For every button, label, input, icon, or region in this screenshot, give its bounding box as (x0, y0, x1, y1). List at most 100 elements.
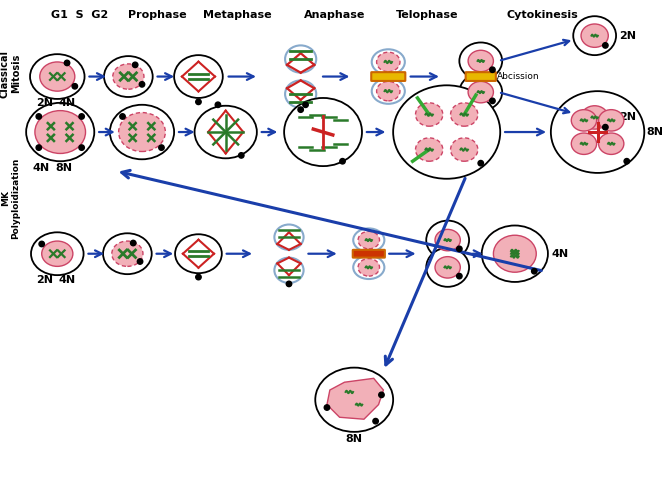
Ellipse shape (372, 78, 405, 104)
Ellipse shape (195, 106, 257, 158)
Ellipse shape (31, 232, 83, 275)
Ellipse shape (377, 81, 400, 101)
Text: 2N: 2N (619, 31, 636, 40)
Ellipse shape (354, 256, 385, 279)
Text: 8N: 8N (646, 127, 662, 137)
Ellipse shape (573, 98, 616, 137)
Circle shape (303, 102, 308, 108)
Ellipse shape (482, 225, 548, 282)
Text: Prophase: Prophase (128, 10, 187, 20)
Text: Cytokinesis: Cytokinesis (506, 10, 578, 20)
Ellipse shape (372, 49, 405, 75)
Ellipse shape (40, 62, 75, 91)
Ellipse shape (285, 45, 316, 73)
Ellipse shape (571, 110, 596, 131)
Text: 2N: 2N (36, 275, 53, 285)
Text: Anaphase: Anaphase (304, 10, 365, 20)
Circle shape (137, 259, 143, 264)
Ellipse shape (285, 80, 316, 108)
Circle shape (340, 158, 346, 164)
FancyBboxPatch shape (465, 72, 496, 81)
Ellipse shape (393, 85, 500, 179)
Text: 8N: 8N (56, 163, 73, 173)
Ellipse shape (358, 259, 379, 276)
Ellipse shape (110, 105, 174, 159)
Ellipse shape (468, 50, 493, 72)
Ellipse shape (426, 221, 469, 260)
Ellipse shape (274, 225, 304, 250)
Text: Classical
Mitosis: Classical Mitosis (0, 50, 21, 97)
Ellipse shape (598, 110, 624, 131)
Circle shape (159, 145, 164, 150)
Circle shape (379, 392, 384, 397)
Circle shape (286, 281, 292, 287)
Ellipse shape (103, 233, 152, 274)
Ellipse shape (174, 55, 223, 98)
Ellipse shape (113, 64, 144, 89)
Ellipse shape (459, 42, 502, 79)
Circle shape (72, 84, 77, 89)
Circle shape (36, 114, 42, 119)
Text: Metaphase: Metaphase (203, 10, 271, 20)
Ellipse shape (426, 248, 469, 287)
Circle shape (457, 273, 462, 279)
Ellipse shape (274, 258, 304, 283)
Ellipse shape (118, 112, 166, 151)
Ellipse shape (493, 235, 536, 272)
Ellipse shape (416, 138, 443, 161)
Circle shape (39, 241, 44, 247)
FancyBboxPatch shape (371, 72, 405, 81)
Circle shape (490, 98, 495, 104)
Text: Telophase: Telophase (396, 10, 459, 20)
Ellipse shape (315, 368, 393, 432)
Ellipse shape (598, 133, 624, 154)
Circle shape (324, 405, 330, 410)
Circle shape (215, 102, 220, 108)
Ellipse shape (175, 234, 222, 273)
Circle shape (624, 158, 630, 164)
Circle shape (132, 62, 138, 68)
Circle shape (130, 240, 136, 246)
Ellipse shape (551, 91, 644, 173)
Text: G1  S  G2: G1 S G2 (51, 10, 109, 20)
Circle shape (602, 43, 608, 48)
Circle shape (79, 145, 84, 150)
Ellipse shape (112, 241, 143, 266)
Ellipse shape (26, 103, 94, 161)
Ellipse shape (435, 257, 460, 278)
Ellipse shape (30, 54, 85, 99)
Ellipse shape (459, 74, 502, 111)
Ellipse shape (451, 138, 478, 161)
Text: 4N: 4N (58, 98, 75, 108)
Circle shape (457, 246, 462, 252)
Circle shape (64, 60, 70, 66)
Ellipse shape (354, 228, 385, 252)
Text: 2N: 2N (36, 98, 53, 108)
Circle shape (373, 418, 379, 424)
Text: Abcission: Abcission (497, 72, 540, 81)
Ellipse shape (571, 133, 596, 154)
Ellipse shape (581, 106, 608, 129)
Circle shape (298, 107, 303, 112)
Circle shape (478, 160, 483, 166)
Ellipse shape (35, 111, 85, 153)
Ellipse shape (435, 229, 460, 251)
Ellipse shape (468, 81, 493, 103)
Circle shape (490, 67, 495, 73)
Text: 2N: 2N (619, 112, 636, 122)
Text: 4N: 4N (58, 275, 75, 285)
Circle shape (238, 153, 244, 158)
Ellipse shape (581, 24, 608, 47)
Ellipse shape (416, 103, 443, 126)
Ellipse shape (358, 231, 379, 249)
Ellipse shape (451, 103, 478, 126)
Circle shape (79, 114, 84, 119)
FancyBboxPatch shape (353, 250, 385, 258)
Circle shape (36, 145, 42, 150)
Circle shape (532, 268, 537, 274)
Ellipse shape (104, 56, 153, 97)
Ellipse shape (42, 241, 73, 266)
Circle shape (196, 274, 201, 280)
Text: 8N: 8N (346, 433, 363, 444)
Text: 4N: 4N (552, 249, 569, 259)
